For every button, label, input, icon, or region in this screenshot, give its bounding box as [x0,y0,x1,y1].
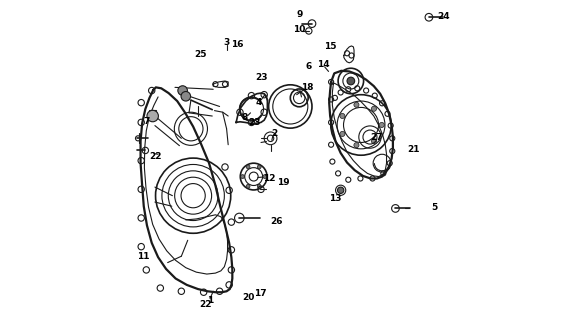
Circle shape [257,165,261,169]
Circle shape [372,106,376,111]
Circle shape [340,113,345,118]
Text: 13: 13 [329,194,341,203]
Circle shape [246,184,250,188]
Text: 14: 14 [317,60,330,69]
Text: 5: 5 [431,203,437,212]
Text: 12: 12 [264,174,276,183]
Text: 7: 7 [144,116,150,126]
Circle shape [338,187,344,194]
Text: 4: 4 [256,98,262,107]
Text: 3: 3 [224,38,230,47]
Circle shape [181,92,191,101]
Text: 2: 2 [271,129,278,138]
Circle shape [379,123,384,127]
Circle shape [246,165,250,169]
Circle shape [354,143,359,148]
Circle shape [241,175,244,179]
Text: 11: 11 [137,252,150,261]
Circle shape [347,77,355,85]
Text: 17: 17 [254,289,266,298]
Text: 10: 10 [293,25,305,34]
Circle shape [354,102,359,107]
Bar [150,110,157,119]
Text: 20: 20 [242,292,255,301]
Text: 15: 15 [323,42,336,52]
Text: 22: 22 [200,300,212,308]
Circle shape [257,184,261,188]
Text: 18: 18 [301,83,313,92]
Text: 25: 25 [194,50,207,59]
Text: 23: 23 [255,73,267,82]
Text: 19: 19 [277,178,289,187]
Text: 22: 22 [150,152,162,161]
Text: 23: 23 [248,118,261,127]
Circle shape [340,132,345,137]
Text: 8: 8 [242,114,248,123]
Text: 21: 21 [408,145,420,154]
Text: 16: 16 [231,40,243,49]
Circle shape [263,175,266,179]
Circle shape [147,110,158,122]
Text: 24: 24 [437,12,450,21]
Text: 6: 6 [306,62,312,71]
Text: 1: 1 [207,296,213,305]
Text: 26: 26 [271,217,283,226]
Circle shape [178,86,187,95]
Text: 9: 9 [296,10,303,19]
Circle shape [372,139,376,144]
Text: 27: 27 [370,132,383,141]
